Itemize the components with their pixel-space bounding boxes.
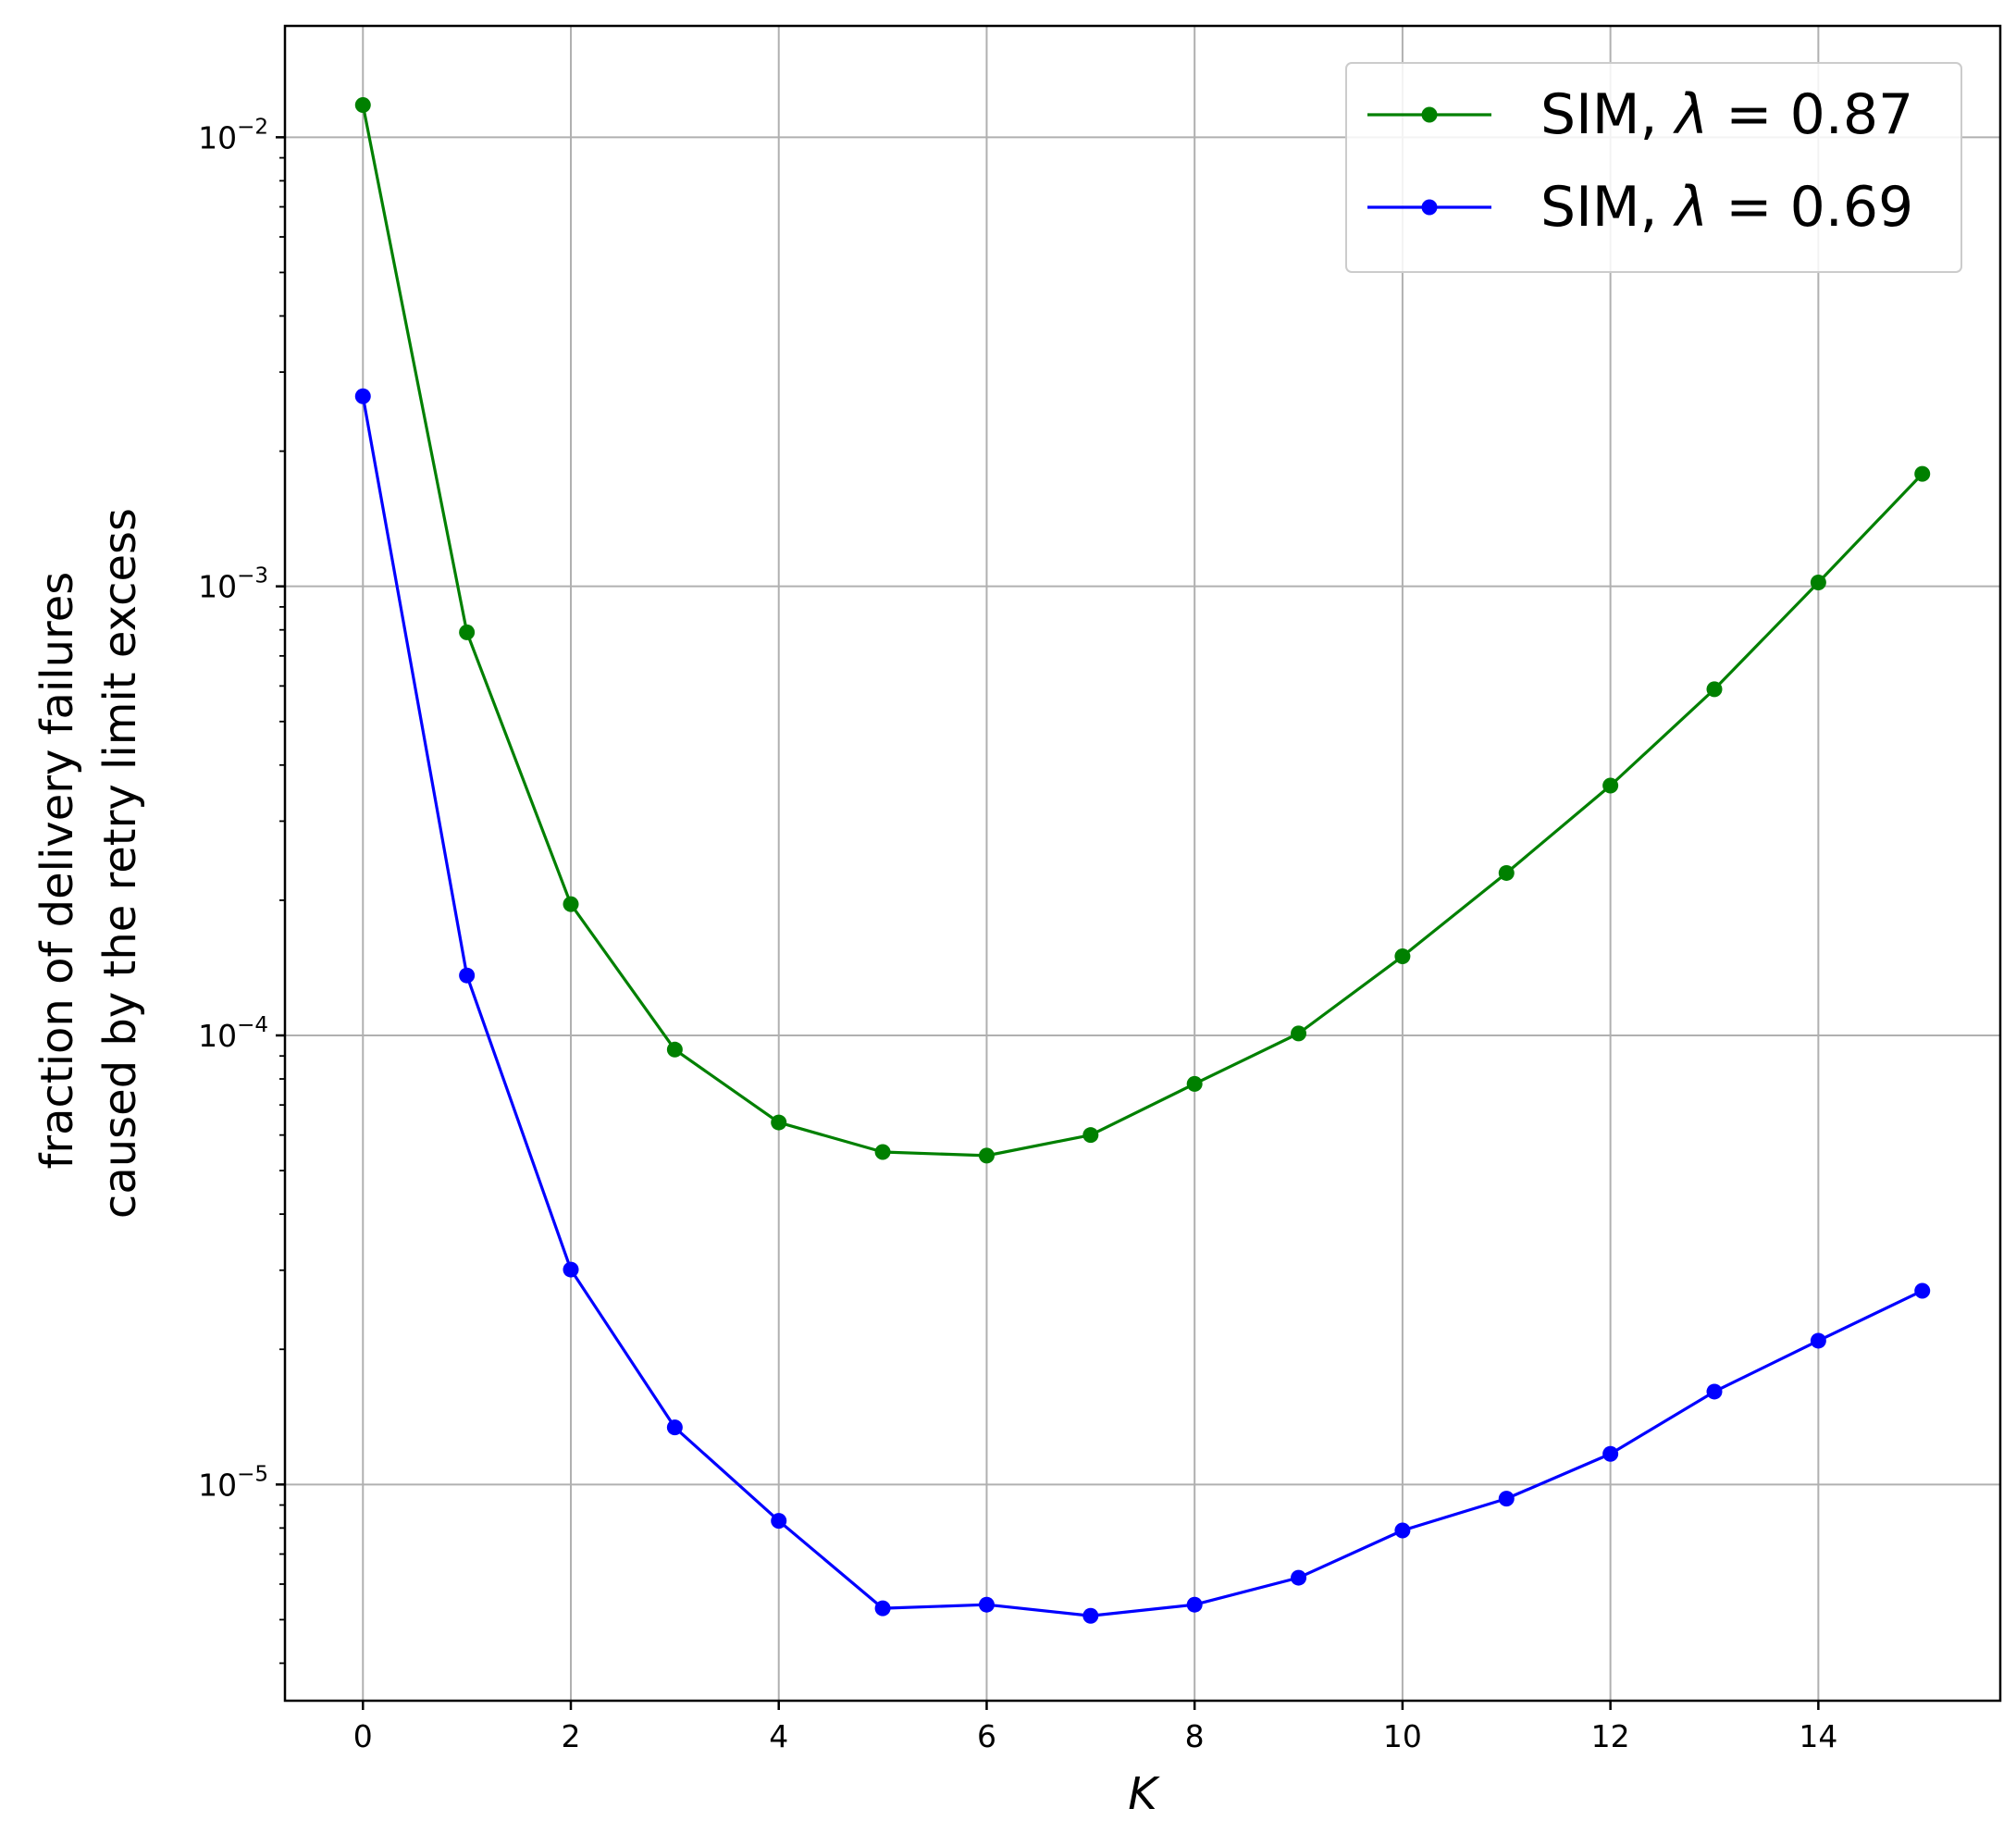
x-tick-label: 6 <box>977 1718 996 1754</box>
legend-box <box>1345 62 1962 273</box>
data-point <box>1602 1445 1619 1462</box>
data-point <box>1394 948 1411 965</box>
data-point <box>771 1513 787 1530</box>
data-point <box>666 1041 683 1058</box>
data-point <box>459 624 476 640</box>
legend-item-2: SIM, λ = 0.69 <box>1367 175 1913 240</box>
legend-label: SIM, λ = 0.69 <box>1540 175 1913 240</box>
data-point <box>1914 465 1931 482</box>
legend-item-1: SIM, λ = 0.87 <box>1367 82 1913 147</box>
y-axis-title-line-2: caused by the retry limit excess <box>94 508 146 1219</box>
series-layer <box>354 96 1931 1624</box>
data-point <box>1810 574 1826 590</box>
x-tick-label: 0 <box>353 1718 373 1754</box>
data-point <box>1914 1282 1931 1299</box>
y-tick-label: 10−5 <box>198 1462 268 1503</box>
data-point <box>354 96 371 113</box>
data-point <box>563 896 579 912</box>
x-axis-title: K <box>1128 1768 1160 1820</box>
data-point <box>978 1147 995 1164</box>
series-2 <box>354 388 1931 1624</box>
data-point <box>1498 1491 1515 1507</box>
legend: SIM, λ = 0.87 SIM, λ = 0.69 <box>1345 62 1962 273</box>
axis-ticks: 0 2 4 6 8 10 12 14 10−2 10−3 10−4 10−5 <box>198 115 1837 1754</box>
data-point <box>978 1596 995 1613</box>
data-point <box>1498 864 1515 881</box>
x-tick-label: 8 <box>1185 1718 1205 1754</box>
data-point <box>874 1144 891 1160</box>
y-axis-title: fraction of delivery failures caused by … <box>31 508 146 1219</box>
data-point <box>1706 681 1723 698</box>
data-point <box>1082 1127 1099 1144</box>
data-point <box>459 967 476 984</box>
x-tick-label: 4 <box>769 1718 788 1754</box>
data-point <box>874 1600 891 1617</box>
x-tick-label: 14 <box>1799 1718 1837 1754</box>
y-axis-title-line-1: fraction of delivery failures <box>31 572 83 1170</box>
data-point <box>771 1114 787 1131</box>
data-point <box>1186 1075 1203 1092</box>
data-point <box>1186 1596 1203 1613</box>
data-point <box>666 1419 683 1436</box>
data-point <box>1706 1383 1723 1400</box>
legend-marker <box>1421 106 1438 123</box>
legend-marker <box>1421 199 1438 216</box>
y-tick-label: 10−4 <box>198 1013 268 1054</box>
data-point <box>354 388 371 404</box>
y-tick-label: 10−3 <box>198 564 268 605</box>
legend-label: SIM, λ = 0.87 <box>1540 82 1913 147</box>
y-tick-label: 10−2 <box>198 115 268 155</box>
data-point <box>1291 1569 1307 1586</box>
plot-frame <box>283 24 2002 1703</box>
data-point <box>1082 1607 1099 1624</box>
data-point <box>1810 1332 1826 1349</box>
data-point <box>1394 1522 1411 1539</box>
x-tick-label: 2 <box>562 1718 581 1754</box>
grid <box>285 26 2000 1701</box>
x-tick-label: 12 <box>1591 1718 1630 1754</box>
x-tick-label: 10 <box>1383 1718 1422 1754</box>
series-line <box>361 105 1923 1158</box>
data-point <box>1602 777 1619 794</box>
series-1 <box>354 96 1931 1164</box>
data-point <box>1291 1025 1307 1042</box>
series-line <box>361 395 1923 1617</box>
data-point <box>563 1261 579 1278</box>
